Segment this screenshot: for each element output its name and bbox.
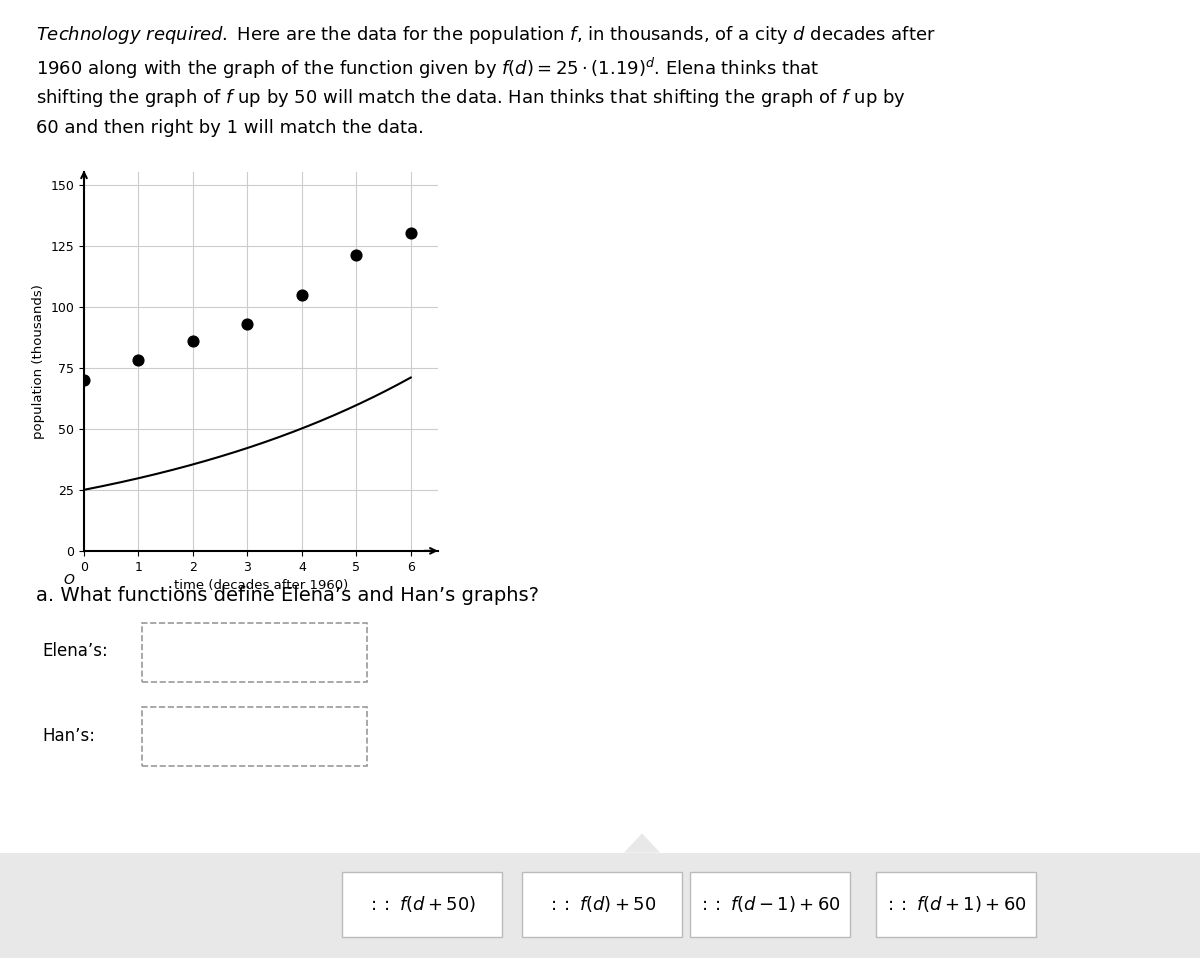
Point [347,248,366,263]
Text: a. What functions define Elena’s and Han’s graphs?: a. What functions define Elena’s and Han… [36,586,539,605]
Point [184,333,203,349]
Text: $\mathit{::}\ f(d)+50$: $\mathit{::}\ f(d)+50$ [547,895,656,914]
Text: $\it{Technology\ required.}$ Here are the data for the population $f$, in thousa: $\it{Technology\ required.}$ Here are th… [36,24,936,46]
Text: $O$: $O$ [64,573,76,587]
Point [128,353,148,368]
Text: $\mathit{::}\ f(d+1)+60$: $\mathit{::}\ f(d+1)+60$ [884,895,1027,914]
Text: shifting the graph of $f$ up by 50 will match the data. Han thinks that shifting: shifting the graph of $f$ up by 50 will … [36,87,906,109]
Point [401,226,420,241]
Text: Han’s:: Han’s: [42,727,95,744]
Point [74,373,94,388]
Y-axis label: population (thousands): population (thousands) [32,285,44,439]
Text: $\mathit{::}\ f(d-1)+60$: $\mathit{::}\ f(d-1)+60$ [698,895,841,914]
Point [238,316,257,331]
Point [293,286,312,302]
Text: 60 and then right by 1 will match the data.: 60 and then right by 1 will match the da… [36,119,424,137]
X-axis label: time (decades after 1960): time (decades after 1960) [174,580,348,592]
Text: Elena’s:: Elena’s: [42,643,108,660]
Text: $\mathit{::}\ f(d+50)$: $\mathit{::}\ f(d+50)$ [367,895,476,914]
Text: 1960 along with the graph of the function given by $f(d) = 25 \cdot (1.19)^d$. E: 1960 along with the graph of the functio… [36,56,820,80]
